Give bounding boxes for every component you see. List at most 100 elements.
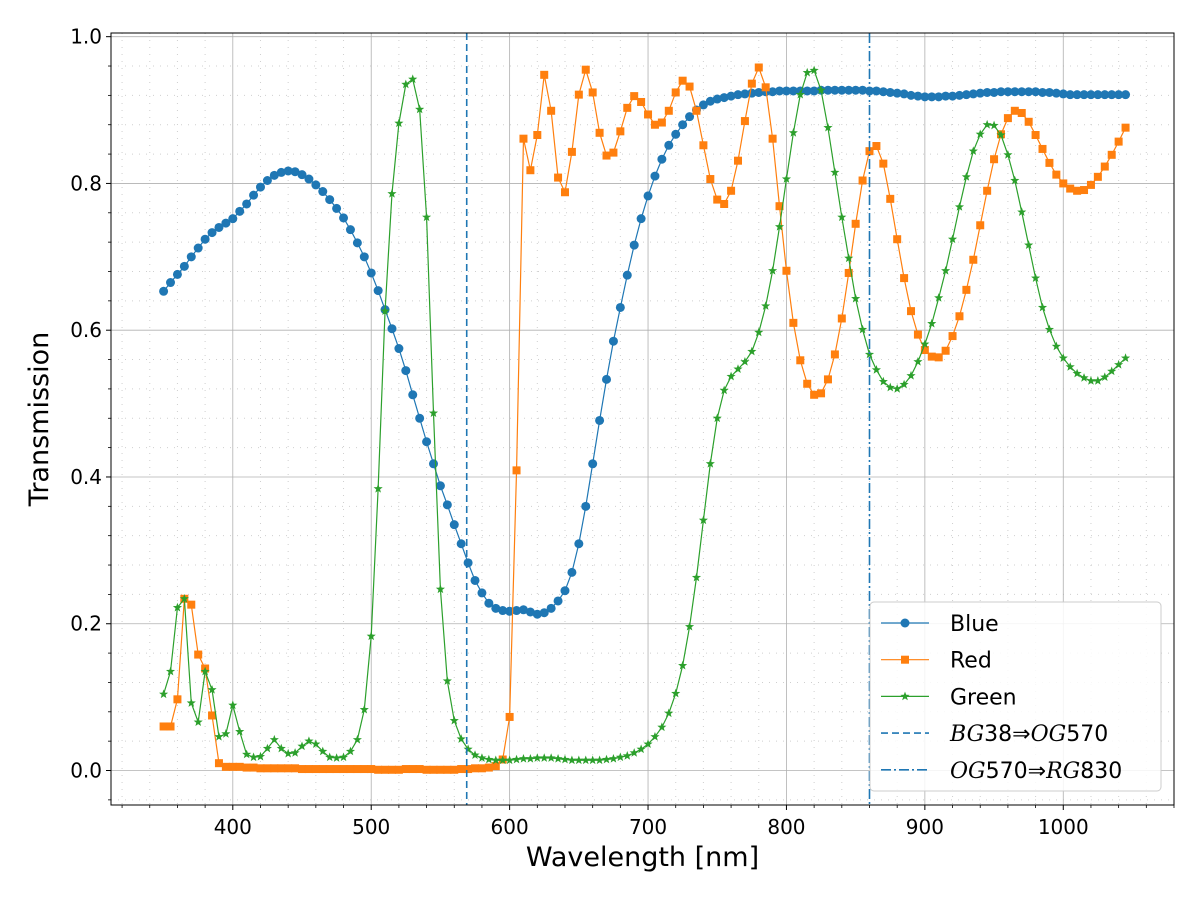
- red-point: [457, 765, 466, 774]
- red-point: [401, 765, 410, 774]
- blue-point: [698, 100, 708, 110]
- red-point: [173, 695, 182, 704]
- green-point: [345, 746, 356, 756]
- blue-point: [650, 171, 660, 181]
- green-point: [788, 128, 798, 137]
- y-tick-label: 0.0: [70, 759, 102, 783]
- blue-point: [871, 86, 881, 96]
- blue-point: [428, 459, 438, 469]
- legend-box: [869, 601, 1162, 792]
- red-point: [263, 764, 272, 773]
- blue-point: [304, 174, 314, 184]
- green-point: [823, 122, 833, 132]
- blue-point: [1010, 87, 1020, 97]
- red-point: [1093, 172, 1102, 181]
- red-point: [1059, 179, 1068, 188]
- red-point: [318, 765, 327, 774]
- blue-point: [712, 94, 722, 104]
- red-point: [789, 318, 798, 327]
- blue-point: [311, 180, 321, 190]
- red-point: [1024, 117, 1033, 126]
- green-point: [809, 65, 819, 75]
- red-point: [872, 142, 881, 151]
- red-point: [623, 103, 632, 112]
- green-point: [927, 318, 937, 328]
- green-point: [207, 684, 217, 694]
- green-point: [844, 253, 854, 263]
- legend-marker-green: [900, 691, 910, 701]
- green-point: [615, 752, 625, 762]
- green-point: [691, 572, 702, 582]
- blue-point: [1044, 87, 1054, 97]
- red-point: [955, 312, 964, 321]
- red-point: [727, 186, 736, 195]
- blue-point: [1114, 90, 1124, 100]
- blue-point: [968, 89, 978, 99]
- red-point: [346, 765, 355, 774]
- red-point: [616, 127, 625, 136]
- y-tick-label: 1.0: [70, 25, 102, 49]
- green-point: [1079, 373, 1089, 382]
- green-point: [747, 346, 757, 356]
- red-point: [692, 106, 701, 115]
- blue-point: [422, 437, 432, 447]
- green-point: [664, 708, 674, 718]
- green-point: [989, 120, 999, 130]
- red-point: [159, 722, 168, 731]
- blue-point: [802, 86, 812, 96]
- green-point: [159, 689, 169, 699]
- blue-point: [484, 598, 494, 608]
- blue-point: [345, 225, 355, 235]
- red-point: [304, 765, 313, 774]
- legend: Blue Red Green BG38⇒OG570 OG570⇒RG830: [869, 601, 1162, 792]
- blue-point: [1100, 90, 1110, 100]
- blue-point: [671, 129, 681, 139]
- red-point: [595, 128, 604, 137]
- red-point: [602, 151, 611, 160]
- series-green: [159, 65, 1131, 765]
- blue-point: [283, 166, 293, 176]
- red-point: [1114, 137, 1123, 146]
- red-point: [830, 350, 839, 359]
- red-point: [415, 765, 424, 774]
- blue-point: [588, 459, 598, 469]
- green-point: [684, 621, 695, 631]
- red-point: [1031, 131, 1040, 140]
- blue-point: [1038, 87, 1048, 97]
- red-point: [913, 330, 922, 339]
- red-point: [920, 346, 929, 355]
- green-point: [816, 85, 826, 95]
- red-point: [1121, 123, 1130, 132]
- blue-point: [941, 91, 951, 101]
- red-point: [879, 159, 888, 168]
- red-point: [221, 762, 230, 771]
- blue-point: [166, 278, 176, 288]
- blue-point: [961, 90, 971, 100]
- green-point: [567, 755, 577, 765]
- green-point: [595, 755, 605, 765]
- green-point: [269, 734, 279, 744]
- blue-point: [954, 90, 964, 100]
- red-point: [471, 764, 480, 773]
- blue-point: [754, 87, 764, 97]
- vertical-lines: [465, 33, 871, 805]
- series-red: [159, 63, 1130, 774]
- green-point: [913, 356, 923, 366]
- blue-point: [927, 92, 937, 102]
- blue-point: [179, 261, 189, 271]
- green-point: [705, 458, 715, 468]
- green-point: [359, 704, 369, 714]
- red-point: [332, 765, 341, 774]
- red-point: [574, 90, 583, 99]
- blue-point: [491, 603, 501, 613]
- red-point: [436, 765, 445, 774]
- red-point: [837, 314, 846, 323]
- blue-point: [221, 218, 231, 228]
- green-point: [511, 754, 522, 764]
- red-point: [713, 195, 722, 204]
- green-point: [885, 382, 895, 392]
- red-point: [962, 285, 971, 294]
- x-tick-label: 900: [906, 815, 944, 839]
- green-point: [394, 118, 404, 128]
- blue-point: [505, 606, 515, 616]
